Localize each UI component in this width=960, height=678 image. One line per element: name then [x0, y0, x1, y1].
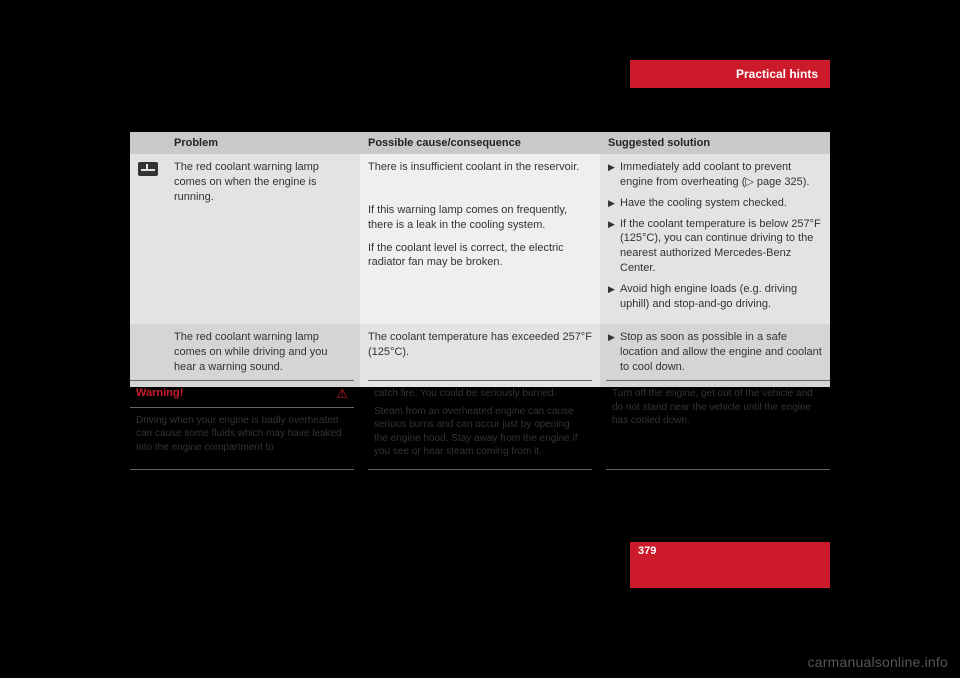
solution-text: Have the cooling system checked. [620, 196, 822, 211]
troubleshooting-table: Problem Possible cause/consequence Sugge… [130, 132, 830, 387]
cause-text: The coolant temperature has exceeded 257… [368, 330, 592, 360]
warning-box-body: catch fire. You could be seriously burne… [368, 381, 592, 469]
warning-text: catch fire. You could be seriously burne… [374, 387, 586, 401]
page-number: 379 [638, 545, 656, 557]
row-icon-cell [130, 154, 166, 324]
warning-box-row: Warning! ⚠ Driving when your engine is b… [130, 380, 830, 470]
bullet-icon: ▶ [608, 196, 620, 211]
solution-item: ▶ If the coolant temperature is below 25… [608, 217, 822, 276]
table-row: The red coolant warning lamp comes on wh… [130, 154, 830, 324]
solution-item: ▶ Immediately add coolant to prevent eng… [608, 160, 822, 190]
warning-box: Turn off the engine, get out of the vehi… [606, 380, 830, 470]
row-solution-cell: ▶ Stop as soon as possible in a safe loc… [600, 324, 830, 387]
warning-box-header: Warning! ⚠ [130, 381, 354, 408]
warning-text: Turn off the engine, get out of the vehi… [612, 388, 813, 426]
solution-text: Immediately add coolant to prevent engin… [620, 160, 822, 190]
table-header-problem: Problem [166, 132, 360, 154]
problem-text: The red coolant warning lamp comes on wh… [174, 331, 327, 373]
table-header-cause: Possible cause/consequence [360, 132, 600, 154]
warning-box-body: Driving when your engine is badly overhe… [130, 408, 354, 461]
row-cause-cell: There is insufficient coolant in the res… [360, 154, 600, 324]
warning-triangle-icon: ⚠ [336, 385, 348, 403]
table-header-solution: Suggested solution [600, 132, 830, 154]
page-content: Practical hints Problem Possible cause/c… [130, 60, 830, 618]
row-problem-cell: The red coolant warning lamp comes on wh… [166, 154, 360, 324]
table-header-row: Problem Possible cause/consequence Sugge… [130, 132, 830, 154]
table-row: The red coolant warning lamp comes on wh… [130, 324, 830, 387]
warning-box-body: Turn off the engine, get out of the vehi… [606, 381, 830, 434]
warning-box: Warning! ⚠ Driving when your engine is b… [130, 380, 354, 470]
row-icon-cell [130, 324, 166, 387]
warning-text: Driving when your engine is badly overhe… [136, 415, 342, 453]
problem-text: The red coolant warning lamp comes on wh… [174, 161, 319, 203]
cause-text: If the coolant level is correct, the ele… [368, 241, 592, 271]
bullet-icon: ▶ [608, 282, 620, 312]
cause-text: There is insufficient coolant in the res… [368, 160, 592, 175]
solution-text: Stop as soon as possible in a safe locat… [620, 330, 822, 375]
table-header-icon [130, 132, 166, 154]
solution-text: If the coolant temperature is below 257°… [620, 217, 822, 276]
solution-text: Avoid high engine loads (e.g. driving up… [620, 282, 822, 312]
warning-label: Warning! [136, 386, 183, 401]
cause-text: If this warning lamp comes on frequently… [368, 203, 592, 233]
section-tab: Practical hints [630, 60, 830, 88]
page-number-tab: 379 [630, 542, 830, 588]
coolant-temp-icon [138, 162, 158, 176]
bullet-icon: ▶ [608, 330, 620, 375]
watermark-text: carmanualsonline.info [808, 654, 948, 670]
solution-item: ▶ Stop as soon as possible in a safe loc… [608, 330, 822, 375]
warning-text: Steam from an overheated engine can caus… [374, 405, 586, 459]
solution-item: ▶ Have the cooling system checked. [608, 196, 822, 211]
row-solution-cell: ▶ Immediately add coolant to prevent eng… [600, 154, 830, 324]
row-problem-cell: The red coolant warning lamp comes on wh… [166, 324, 360, 387]
section-tab-label: Practical hints [736, 67, 818, 81]
bullet-icon: ▶ [608, 160, 620, 190]
solution-item: ▶ Avoid high engine loads (e.g. driving … [608, 282, 822, 312]
row-cause-cell: The coolant temperature has exceeded 257… [360, 324, 600, 387]
warning-box: catch fire. You could be seriously burne… [368, 380, 592, 470]
bullet-icon: ▶ [608, 217, 620, 276]
